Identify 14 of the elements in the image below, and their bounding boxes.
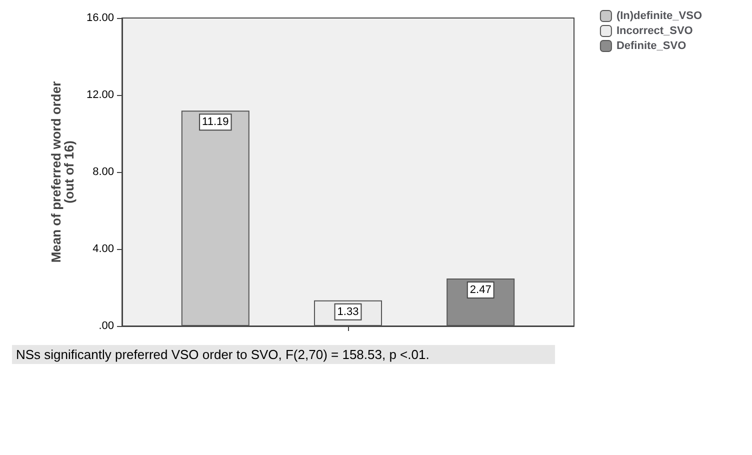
- legend-label: Incorrect_SVO: [616, 25, 694, 37]
- y-tick-label: 16.00: [86, 12, 114, 24]
- y-tick-label: 4.00: [92, 243, 114, 255]
- data-label: 1.33: [337, 306, 359, 318]
- bar: [181, 110, 250, 326]
- legend-label: (In)definite_VSO: [616, 10, 702, 22]
- legend-label: Definite_SVO: [616, 40, 687, 52]
- text: NSs significantly preferred VSO order to SVO, F(2,70) = 158.53, p <.01.: [12, 345, 555, 364]
- y-tick-label: 12.00: [86, 89, 114, 101]
- data-label: 2.47: [470, 284, 492, 296]
- y-tick-label: 8.00: [92, 166, 114, 178]
- data-label: 11.19: [202, 116, 229, 128]
- y-tick-label: .00: [98, 320, 114, 332]
- y-axis-title: Mean of preferred word order (out of 16): [48, 81, 77, 263]
